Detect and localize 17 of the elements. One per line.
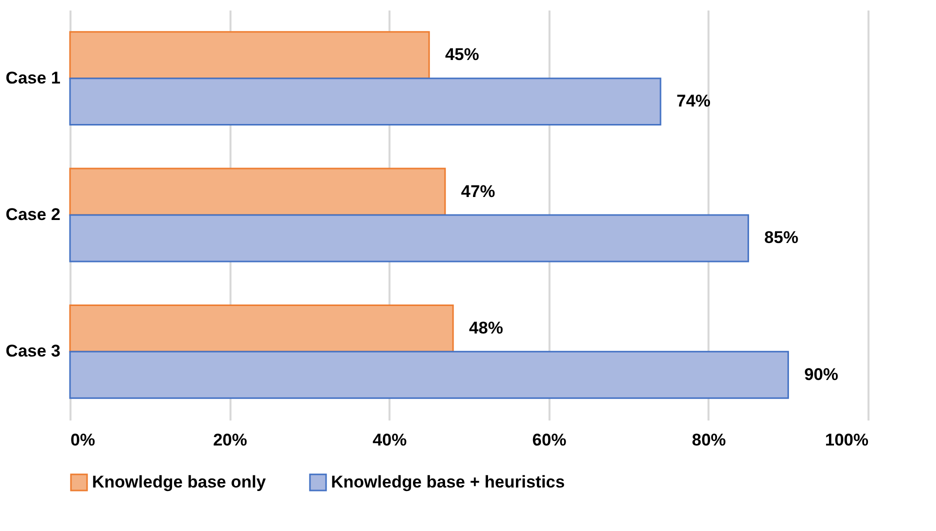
x-tick-label: 0% <box>70 430 96 450</box>
data-label: 48% <box>469 318 504 338</box>
y-tick-label: Case 1 <box>6 68 60 88</box>
y-tick-label: Case 3 <box>6 342 60 361</box>
legend-label: Knowledge base + heuristics <box>331 472 565 492</box>
data-label: 74% <box>676 92 711 111</box>
data-label: 45% <box>445 45 480 64</box>
data-label: 85% <box>764 228 798 248</box>
x-tick-label: 100% <box>825 430 868 450</box>
data-label: 47% <box>461 182 496 201</box>
legend-label: Knowledge base only <box>92 472 266 492</box>
y-tick-label: Case 2 <box>6 205 60 224</box>
x-tick-label: 80% <box>692 430 726 450</box>
x-tick-label: 20% <box>213 430 248 450</box>
x-tick-label: 40% <box>372 430 407 450</box>
data-label: 90% <box>804 364 838 384</box>
x-tick-label: 60% <box>532 430 566 450</box>
